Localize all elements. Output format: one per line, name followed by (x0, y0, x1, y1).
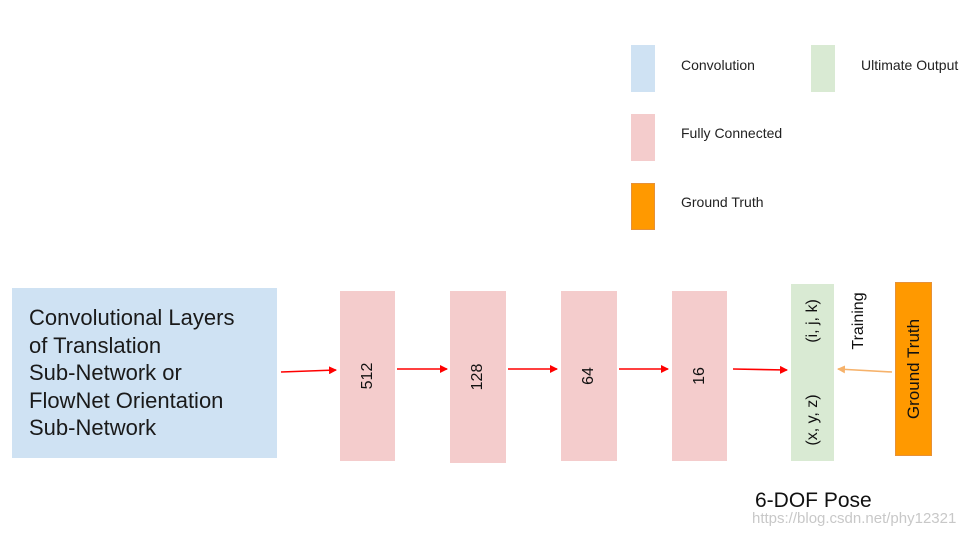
legend-swatch-ultimate-output (811, 45, 835, 92)
ultimate-output-block: (i, j, k) (x, y, z) (791, 284, 834, 461)
legend-label-ultimate-output: Ultimate Output (861, 57, 959, 73)
convolution-line-3: Sub-Network or (29, 360, 182, 385)
legend-swatch-fully-connected (631, 114, 655, 161)
legend-label-convolution: Convolution (681, 57, 755, 73)
arrow-16-to-output (732, 365, 788, 374)
legend-label-fully-connected: Fully Connected (681, 125, 783, 141)
convolution-line-5: Sub-Network (29, 415, 157, 440)
convolution-line-1: Convolutional Layers (29, 305, 235, 330)
pose-caption: 6-DOF Pose (755, 489, 872, 512)
watermark-text: https://blog.csdn.net/phy12321 (752, 510, 957, 527)
fc-layer-64: 64 (561, 291, 617, 461)
fc-layer-16: 16 (672, 291, 727, 461)
legend-label-ground-truth: Ground Truth (681, 194, 764, 210)
ground-truth-block: Ground Truth (895, 282, 932, 456)
arrow-conv-to-512 (280, 366, 337, 375)
legend-swatch-ground-truth (631, 183, 655, 230)
arrow-ground-truth-to-output (837, 365, 893, 374)
legend-swatch-convolution (631, 45, 655, 92)
convolution-line-4: FlowNet Orientation (29, 387, 224, 413)
convolution-block: Convolutional Layers of Translation Sub-… (12, 288, 277, 458)
convolution-block-text: Convolutional Layers of Translation Sub-… (29, 304, 234, 442)
convolution-line-2: of Translation (29, 332, 162, 358)
fc-layer-512: 512 (340, 291, 395, 461)
fc-layer-128: 128 (450, 291, 506, 463)
